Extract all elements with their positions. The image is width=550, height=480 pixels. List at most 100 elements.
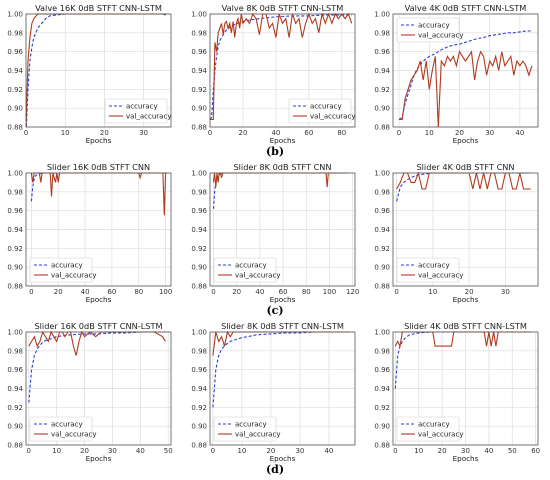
plot-frame [25,331,172,446]
y-tick-label: 0.98 [374,29,390,37]
y-tick-label: 0.90 [191,264,207,272]
legend-box [213,416,277,442]
y-tick-label: 0.96 [7,48,23,56]
chart-title: Valve 8K 0dB STFT CNN-LSTM [222,3,344,13]
legend-label: val_accuracy [418,431,463,439]
x-tick-label: 20 [266,447,275,455]
caption-b: (b) [265,145,285,158]
x-tick-label: 50 [164,447,173,455]
chart-panel-2: Valve 8K 0dB STFT CNN-LSTM 0.88 0.90 0.92 0.… [191,3,355,145]
chart-panel-6: Slider 4K 0dB STFT CNN 0.88 0.90 0.92 0.94 0.… [374,162,539,304]
y-tick-label: 0.92 [191,86,207,94]
legend-box [396,416,460,442]
y-tick-label: 0.98 [7,188,23,196]
y-tick-label: 0.98 [191,188,207,196]
plot-frame [209,172,356,287]
x-tick-label: 30 [139,129,148,137]
x-tick-label: 20 [465,288,474,296]
y-tick-label: 0.88 [374,283,390,291]
series-line-accuracy [28,331,166,403]
x-axis-label: Epochs [453,295,479,304]
y-tick-label: 1.00 [191,170,207,178]
x-tick-label: 0 [208,129,212,137]
y-tick-label: 0.88 [7,124,23,132]
x-tick-label: 60 [304,129,313,137]
y-tick-label: 0.94 [374,67,390,75]
y-tick-label: 0.88 [374,124,390,132]
y-tick-label: 0.94 [191,226,207,234]
legend-label: val_accuracy [126,113,171,121]
y-tick-label: 0.94 [7,226,23,234]
y-tick-label: 0.94 [374,226,390,234]
y-tick-label: 0.92 [191,404,207,412]
y-tick-label: 1.00 [191,11,207,19]
y-tick-label: 0.94 [191,385,207,393]
y-tick-label: 0.96 [374,207,390,215]
x-tick-label: 80 [337,129,346,137]
legend-box [29,416,93,442]
plot-frame [25,172,172,287]
chart-title: Valve 4K 0dB STFT CNN-LSTM [405,3,527,13]
x-tick-label: 10 [414,447,423,455]
x-tick-label: 30 [108,447,117,455]
x-tick-label: 60 [279,288,288,296]
chart-panel-8: Slider 8K 0dB STFT CNN-LSTM 0.88 0.90 0.92 0… [191,321,356,463]
x-tick-label: 20 [455,129,464,137]
legend-label: accuracy [310,103,342,111]
y-tick-label: 0.94 [7,385,23,393]
x-tick-label: 0 [211,288,215,296]
legend-label: accuracy [418,421,450,429]
x-tick-label: 0 [27,447,31,455]
y-tick-label: 1.00 [7,170,23,178]
chart-panel-5: Slider 8K 0dB STFT CNN 0.88 0.90 0.92 0.94 0.… [191,162,359,304]
y-tick-label: 0.90 [7,105,23,113]
x-tick-label: 10 [425,129,434,137]
x-tick-label: 10 [237,447,246,455]
series-line-accuracy [394,331,531,389]
chart-panel-3: Valve 4K 0dB STFT CNN-LSTM 0.88 0.90 0.92 0.… [374,3,539,145]
legend-label: val_accuracy [235,431,280,439]
y-tick-label: 0.88 [7,442,23,450]
x-tick-label: 10 [428,288,437,296]
y-tick-label: 0.98 [191,347,207,355]
x-tick-label: 20 [438,447,447,455]
x-tick-label: 30 [295,447,304,455]
chart-title: Valve 16K 0dB STFT CNN-LSTM [35,3,162,13]
x-tick-label: 10 [61,129,70,137]
x-tick-label: 120 [346,288,359,296]
x-axis-label: Epochs [86,454,112,463]
chart-title: Slider 4K 0dB STFT CNN [416,162,514,172]
y-tick-label: 0.98 [191,29,207,37]
y-tick-label: 0.98 [374,188,390,196]
y-tick-label: 0.88 [191,442,207,450]
x-tick-label: 40 [136,447,145,455]
legend-box [29,257,93,283]
x-tick-label: 30 [461,447,470,455]
plot-frame [25,13,172,128]
chart-panel-7: Slider 16K 0dB STFT CNN-LSTM 0.88 0.90 0.92… [7,321,172,463]
y-tick-label: 0.88 [374,442,390,450]
x-tick-label: 60 [107,288,116,296]
y-tick-label: 0.90 [374,423,390,431]
plot-frame [209,331,356,446]
y-tick-label: 0.90 [7,264,23,272]
legend-label: val_accuracy [51,431,96,439]
y-tick-label: 0.96 [7,366,23,374]
x-tick-label: 40 [515,129,524,137]
series-line-accuracy [398,30,532,120]
y-tick-label: 0.96 [374,366,390,374]
y-tick-label: 0.94 [374,385,390,393]
legend-box [104,98,168,124]
legend-box [213,257,277,283]
x-axis-label: Epochs [453,136,479,145]
y-tick-label: 0.96 [191,207,207,215]
x-tick-label: 20 [100,129,109,137]
x-tick-label: 0 [394,288,398,296]
x-tick-label: 40 [271,129,280,137]
caption-d: (d) [265,463,285,476]
y-tick-label: 0.92 [374,404,390,412]
y-tick-label: 1.00 [374,329,390,337]
x-tick-label: 20 [54,288,63,296]
legend-label: accuracy [235,421,267,429]
chart-title: Slider 8K 0dB STFT CNN [233,162,331,172]
